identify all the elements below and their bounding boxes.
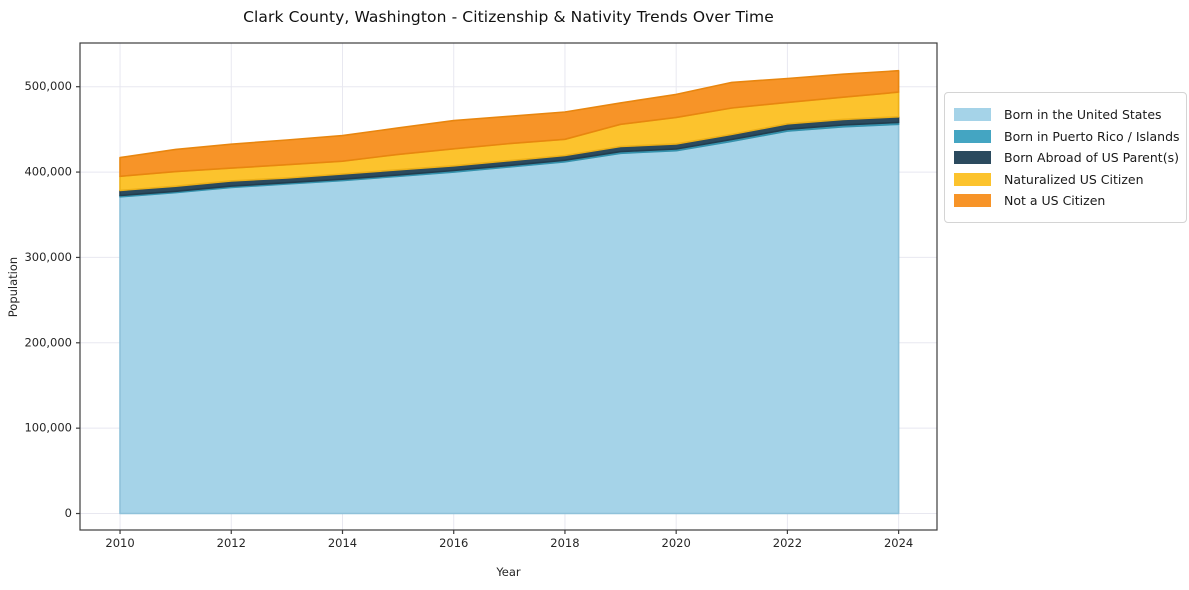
x-tick-label: 2020 — [662, 536, 691, 550]
x-tick-label: 2016 — [439, 536, 468, 550]
area-series-4 — [119, 69, 900, 178]
legend-label: Born Abroad of US Parent(s) — [1004, 150, 1179, 166]
x-tick-label: 2014 — [328, 536, 357, 550]
legend-item: Born in Puerto Rico / Islands — [954, 126, 1186, 148]
legend-label: Born in Puerto Rico / Islands — [1004, 128, 1180, 144]
x-axis-label: Year — [496, 565, 521, 579]
y-tick-label: 0 — [65, 506, 72, 520]
legend-label: Naturalized US Citizen — [1004, 171, 1144, 187]
x-tick-label: 2022 — [773, 536, 802, 550]
legend-label: Born in the United States — [1004, 107, 1162, 123]
y-axis-label: Population — [6, 256, 20, 318]
chart-title: Clark County, Washington - Citizenship &… — [243, 8, 774, 26]
legend-swatch-icon — [954, 108, 991, 122]
y-tick-label: 500,000 — [24, 79, 72, 93]
x-tick-label: 2010 — [105, 536, 134, 550]
x-tick-label: 2018 — [550, 536, 579, 550]
plot-border — [79, 42, 938, 531]
legend-item: Born Abroad of US Parent(s) — [954, 147, 1186, 169]
legend-swatch-icon — [954, 129, 991, 143]
legend-item: Not a US Citizen — [954, 190, 1186, 212]
legend-item: Naturalized US Citizen — [954, 169, 1186, 191]
legend: Born in the United States Born in Puerto … — [944, 92, 1187, 223]
y-tick-label: 100,000 — [24, 421, 72, 435]
y-tick-label: 300,000 — [24, 250, 72, 264]
x-tick-label: 2012 — [217, 536, 246, 550]
y-tick-label: 400,000 — [24, 165, 72, 179]
x-tick-label: 2024 — [884, 536, 913, 550]
legend-item: Born in the United States — [954, 104, 1186, 126]
legend-label: Not a US Citizen — [1004, 193, 1106, 209]
legend-swatch-icon — [954, 151, 991, 165]
legend-swatch-icon — [954, 194, 991, 208]
legend-swatch-icon — [954, 172, 991, 186]
y-tick-label: 200,000 — [24, 335, 72, 349]
